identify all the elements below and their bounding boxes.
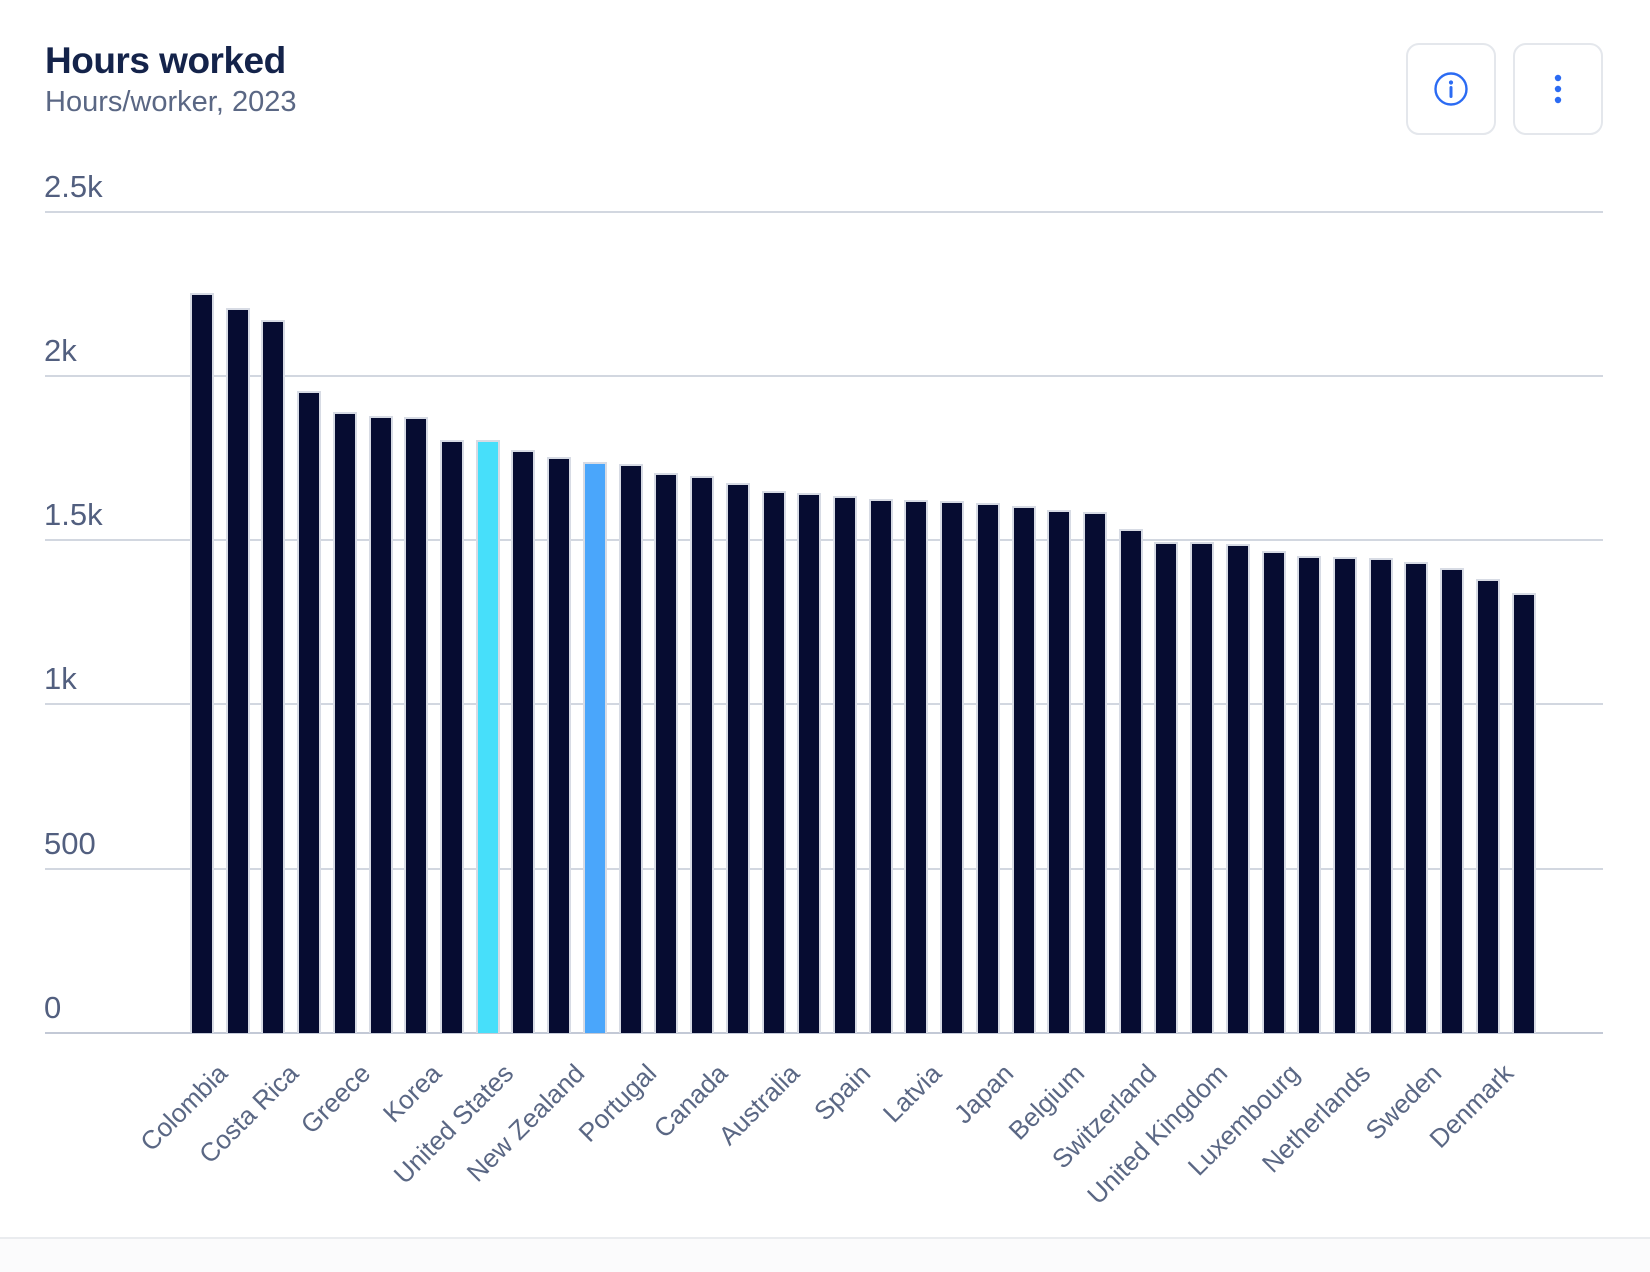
bar[interactable] [1083,511,1107,1033]
bar-canada[interactable] [690,475,715,1033]
x-tick-label: Portugal [572,1058,662,1148]
page-subtitle: Hours/worker, 2023 [45,86,297,118]
y-tick-label: 2.5k [44,168,103,204]
x-tick-label: Latvia [877,1058,948,1129]
bar[interactable] [297,391,322,1033]
gridline [45,867,1603,870]
gridline [45,703,1603,706]
bar-japan[interactable] [975,503,1000,1033]
y-tick-label: 0 [44,990,62,1025]
bar[interactable] [1011,505,1036,1033]
menu-button[interactable] [1513,43,1603,135]
bar-spain[interactable] [832,495,857,1033]
bar[interactable] [1297,555,1322,1033]
gridline [45,539,1603,542]
bar-denmark[interactable] [1475,578,1500,1033]
bar-united-states[interactable] [475,440,500,1033]
bar[interactable] [511,449,536,1033]
bar[interactable] [368,415,393,1033]
y-tick-label: 1.5k [44,497,103,533]
bar[interactable] [1511,593,1536,1033]
page-title: Hours worked [45,40,286,81]
bar[interactable] [582,461,607,1033]
bar[interactable] [725,483,750,1033]
bar[interactable] [868,498,893,1033]
bar-sweden[interactable] [1404,562,1429,1033]
bar-luxembourg[interactable] [1261,550,1286,1033]
footer-area [0,1239,1650,1272]
bar[interactable] [940,500,965,1033]
bar[interactable] [225,307,250,1033]
bar-switzerland[interactable] [1118,529,1143,1033]
gridline [45,210,1603,213]
y-tick-label: 1k [44,661,77,697]
bar-australia[interactable] [761,491,786,1033]
bar[interactable] [1440,568,1465,1033]
info-button[interactable] [1406,43,1496,135]
bar[interactable] [1368,558,1393,1033]
bar-portugal[interactable] [618,464,643,1033]
bar[interactable] [797,493,822,1033]
x-axis-line [45,1032,1603,1034]
bar-greece[interactable] [332,411,357,1033]
x-tick-label: Greece [294,1058,377,1140]
bar[interactable] [1225,543,1250,1033]
kebab-icon [1540,71,1576,107]
bar-latvia[interactable] [904,500,929,1033]
gridline [45,374,1603,377]
bar[interactable] [654,473,679,1033]
bar-colombia[interactable] [190,292,214,1033]
y-tick-label: 2k [44,332,77,368]
bar-korea[interactable] [404,417,429,1033]
bar[interactable] [1154,541,1179,1033]
bar-netherlands[interactable] [1333,557,1358,1033]
info-icon [1433,71,1469,107]
bar-costa-rica[interactable] [261,319,286,1033]
y-tick-label: 500 [44,825,96,861]
bar[interactable] [440,439,465,1033]
x-tick-label: Spain [807,1058,877,1127]
bar-belgium[interactable] [1047,510,1072,1033]
bar-new-zealand[interactable] [547,457,572,1033]
footer-divider [0,1237,1650,1239]
bar-united-kingdom[interactable] [1190,542,1215,1033]
